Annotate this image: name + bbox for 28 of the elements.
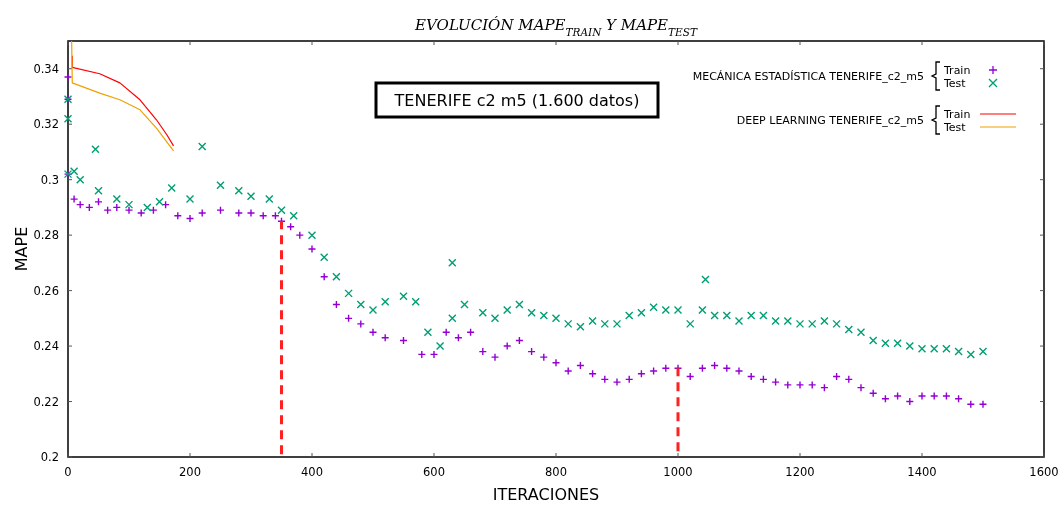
annotation: MECÁNICA ESTADÍSTICA TENERIFE_c2_m5 xyxy=(692,70,924,83)
y-tick-label: 0.2 xyxy=(40,450,59,464)
line-series xyxy=(71,40,175,152)
x-tick-label: 1000 xyxy=(663,465,693,479)
y-tick-label: 0.22 xyxy=(33,394,59,409)
y-tick-label: 0.24 xyxy=(33,339,59,354)
x-tick-label: 200 xyxy=(179,465,201,479)
y-tick-label: 0.32 xyxy=(33,117,59,132)
x-tick-label: 0 xyxy=(64,465,72,479)
y-tick-label: 0.26 xyxy=(33,283,59,298)
x-tick-label: 1400 xyxy=(907,465,937,479)
y-tick-label: 0.34 xyxy=(33,61,59,76)
x-tick-label: 400 xyxy=(301,465,323,479)
annotation: DEEP LEARNING TENERIFE_c2_m5 xyxy=(736,114,924,127)
x-tick-label: 600 xyxy=(423,465,445,479)
y-axis-title: MAPE xyxy=(12,226,31,272)
x-tick-label: 1200 xyxy=(785,465,815,479)
legend-label: Test xyxy=(943,77,967,90)
x-tick-label: 800 xyxy=(545,465,567,479)
legend-label: Train xyxy=(943,64,971,77)
x-axis-title: ITERACIONES xyxy=(492,485,600,504)
y-tick-label: 0.3 xyxy=(40,172,59,187)
legend-label: Test xyxy=(943,121,967,134)
legend-label: Train xyxy=(943,108,971,121)
annotation: TENERIFE c2 m5 (1.600 datos) xyxy=(393,91,640,110)
y-tick-label: 0.28 xyxy=(33,228,59,243)
chart-title: EVOLUCIÓN MAPE$_{TRAIN}$ Y MAPE$_{TEST}$ xyxy=(414,16,698,38)
x-tick-label: 1600 xyxy=(1029,465,1059,479)
